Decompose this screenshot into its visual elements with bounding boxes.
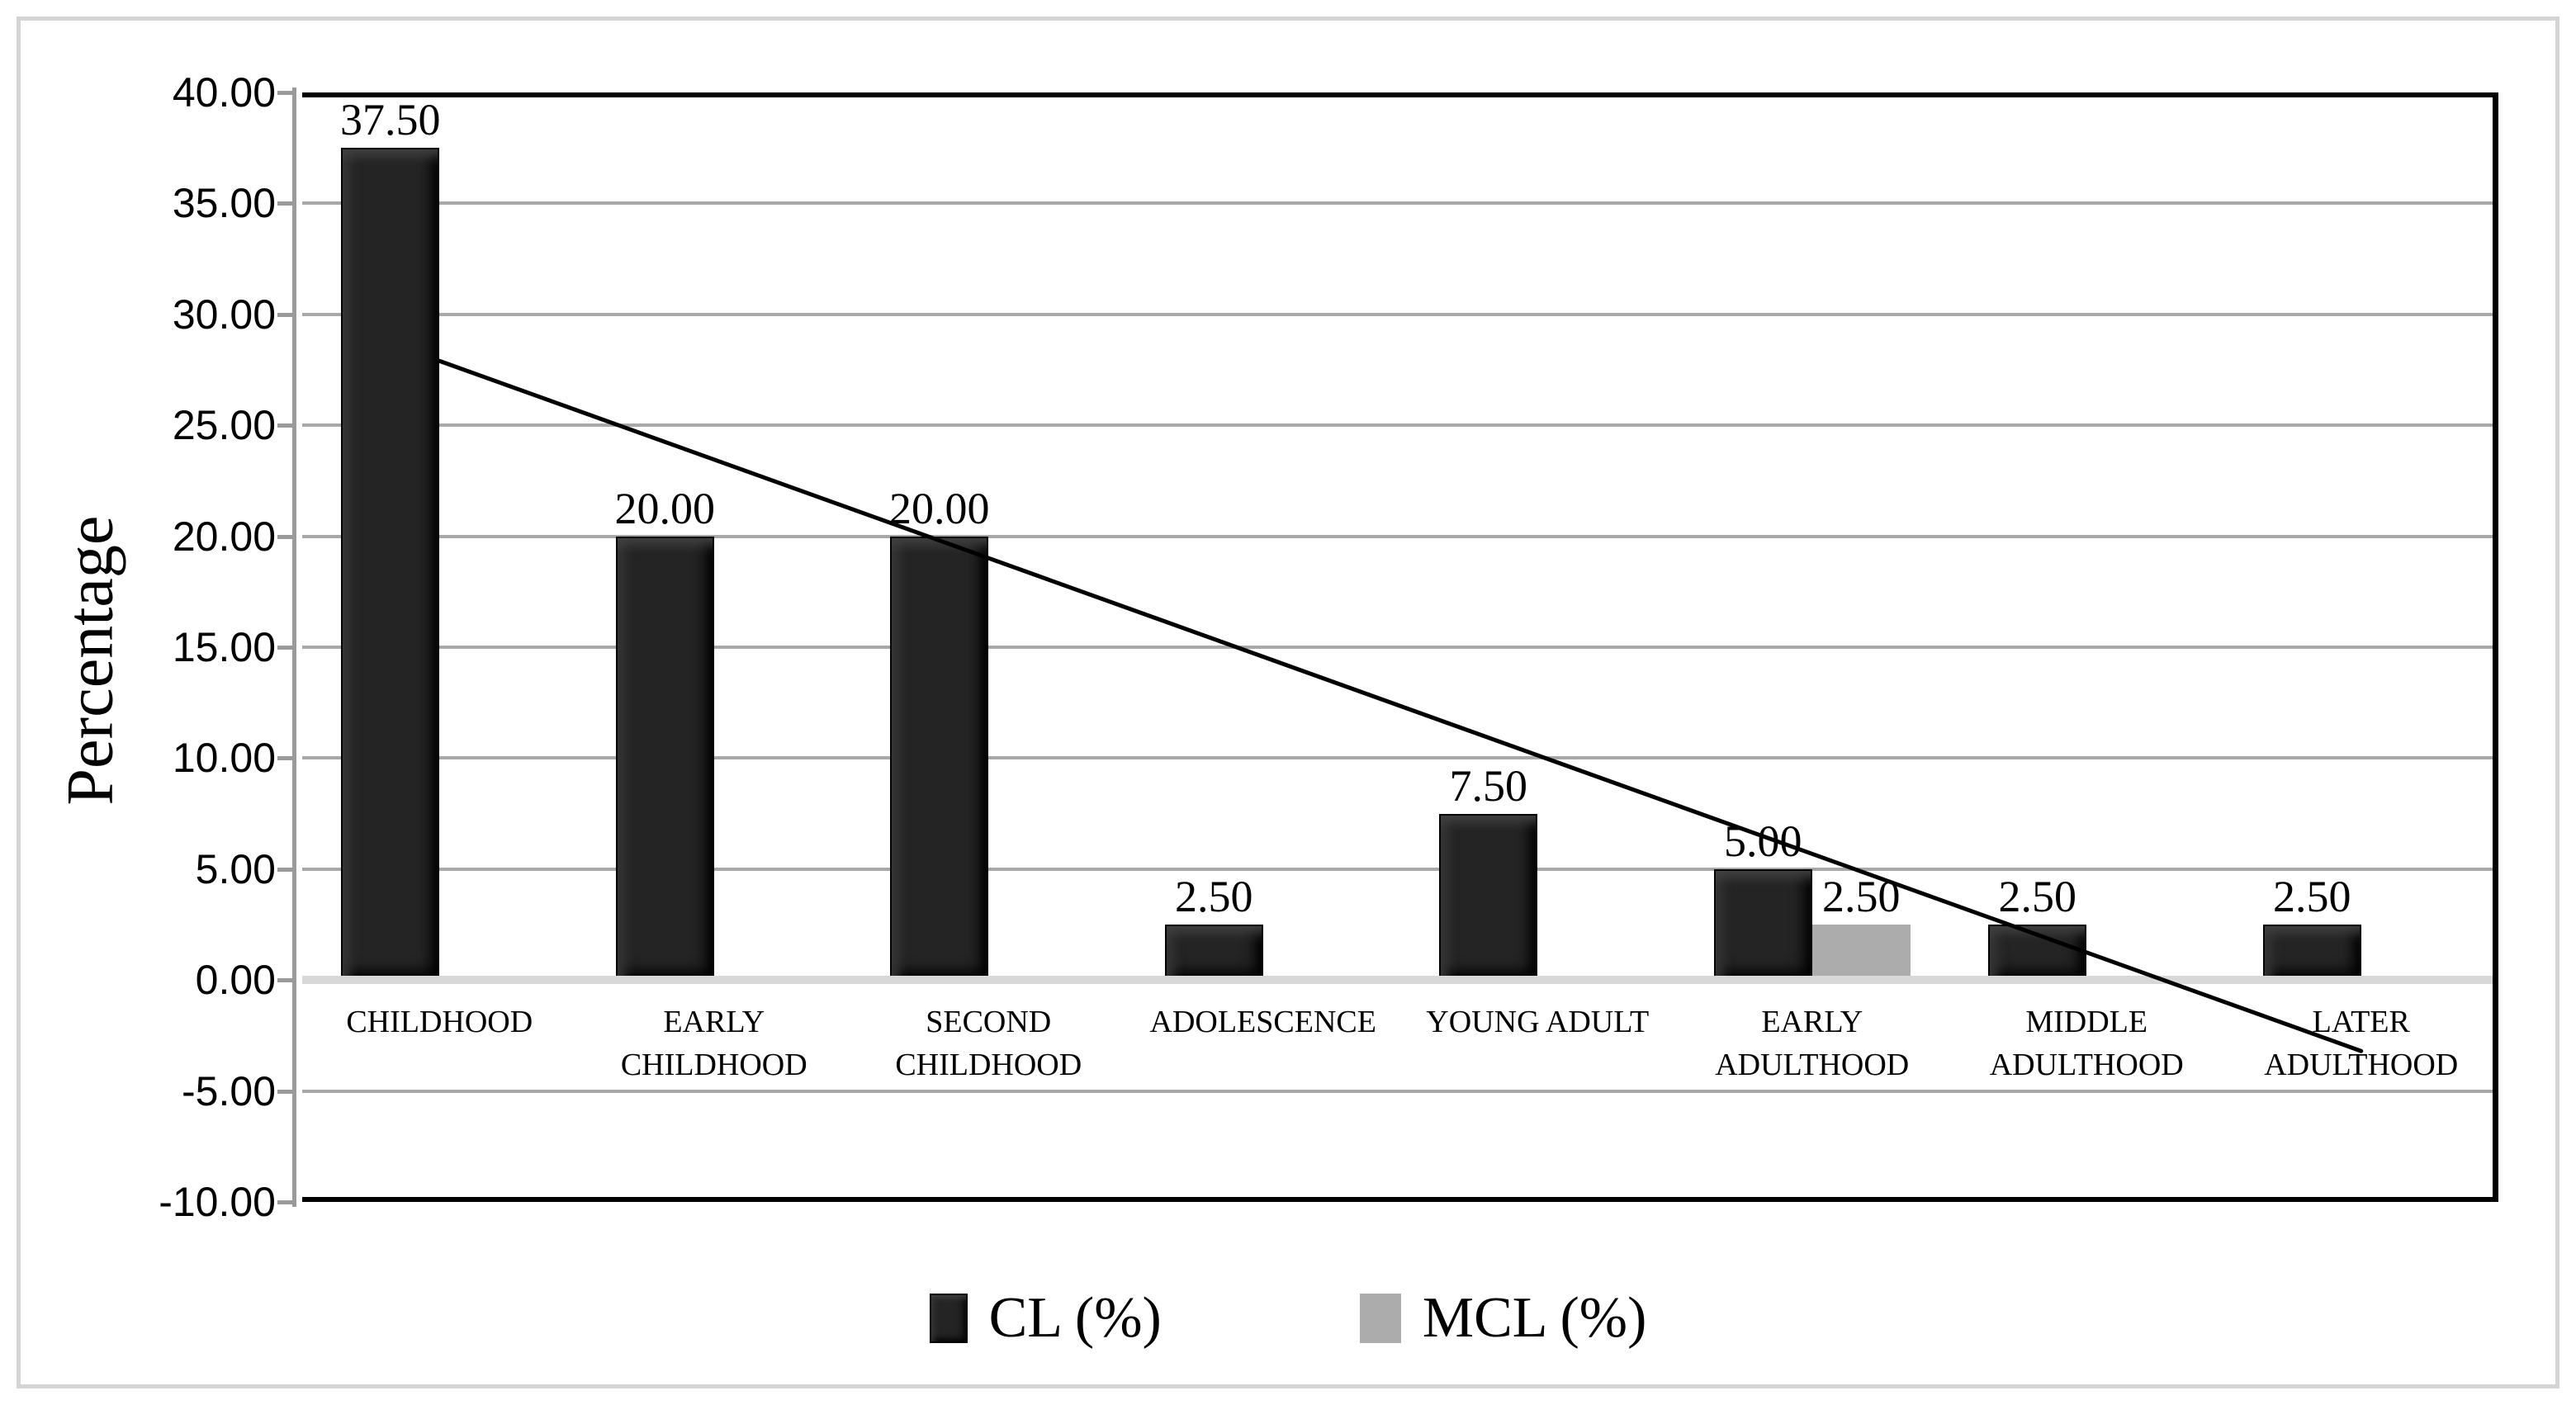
bar-mcl xyxy=(1811,925,1911,981)
y-tick xyxy=(277,312,296,317)
y-tick-label: 30.00 xyxy=(172,291,276,338)
y-tick-label: 0.00 xyxy=(195,957,276,1004)
y-tick-label: 35.00 xyxy=(172,180,276,227)
bar-value-label: 37.50 xyxy=(340,95,441,145)
legend-item: MCL (%) xyxy=(1359,1281,1647,1355)
category-label: YOUNG ADULT xyxy=(1426,1005,1650,1039)
plot-border-bottom xyxy=(302,1197,2498,1202)
y-tick xyxy=(277,534,296,539)
legend-swatch-mcl xyxy=(1359,1294,1401,1343)
category-label: CHILDHOOD xyxy=(346,1005,533,1039)
y-tick-label: 5.00 xyxy=(195,845,276,892)
bar-cl xyxy=(1164,925,1263,981)
plot-border-top xyxy=(302,92,2498,97)
gridline xyxy=(302,312,2498,316)
category-label: EARLY CHILDHOOD xyxy=(620,1005,807,1082)
y-tick xyxy=(277,978,296,983)
y-tick-label: 10.00 xyxy=(172,735,276,782)
y-tick-label: 25.00 xyxy=(172,402,276,449)
category-label: SECOND CHILDHOOD xyxy=(895,1005,1082,1082)
category-label: MIDDLE ADULTHOOD xyxy=(1989,1005,2184,1082)
plot-border-right xyxy=(2493,92,2498,1202)
y-tick-label: -5.00 xyxy=(182,1067,276,1114)
bar-value-label: 2.50 xyxy=(2273,872,2351,921)
bar-value-label: 2.50 xyxy=(1822,872,1901,921)
bar-cl xyxy=(1988,925,2087,981)
legend: CL (%) MCL (%) xyxy=(0,1281,2576,1355)
bar-value-label: 2.50 xyxy=(1175,872,1253,921)
category-label: EARLY ADULTHOOD xyxy=(1715,1005,1910,1082)
y-tick xyxy=(277,201,296,206)
legend-item: CL (%) xyxy=(929,1281,1162,1355)
figure-border xyxy=(17,17,2559,1388)
bar-value-label: 20.00 xyxy=(614,483,716,533)
y-tick xyxy=(277,1089,296,1094)
bar-value-label: 7.50 xyxy=(1449,760,1528,811)
gridline xyxy=(302,1089,2498,1093)
bar-cl xyxy=(890,536,989,981)
bar-value-label: 5.00 xyxy=(1724,816,1802,866)
y-tick xyxy=(277,91,296,95)
y-tick-label: 20.00 xyxy=(172,513,276,560)
zero-axis-band xyxy=(302,976,2498,985)
gridline xyxy=(302,423,2498,428)
y-tick-label: 15.00 xyxy=(172,624,276,670)
bar-cl xyxy=(1439,813,1538,981)
bar-cl xyxy=(341,148,440,981)
y-tick-label: -10.00 xyxy=(159,1179,276,1225)
y-tick xyxy=(277,867,296,872)
y-tick-label: 40.00 xyxy=(172,69,276,116)
legend-label: MCL (%) xyxy=(1422,1286,1647,1350)
bar-value-label: 20.00 xyxy=(889,483,990,533)
category-label: ADOLESCENCE xyxy=(1149,1005,1376,1039)
y-tick xyxy=(277,423,296,428)
bar-cl xyxy=(2262,925,2361,981)
y-tick xyxy=(277,1200,296,1204)
legend-swatch-cl xyxy=(929,1294,968,1343)
legend-label: CL (%) xyxy=(988,1286,1162,1350)
gridline xyxy=(302,201,2498,206)
y-tick xyxy=(277,646,296,650)
category-label: LATER ADULTHOOD xyxy=(2264,1005,2459,1082)
y-tick xyxy=(277,756,296,761)
bar-cl xyxy=(615,536,714,981)
